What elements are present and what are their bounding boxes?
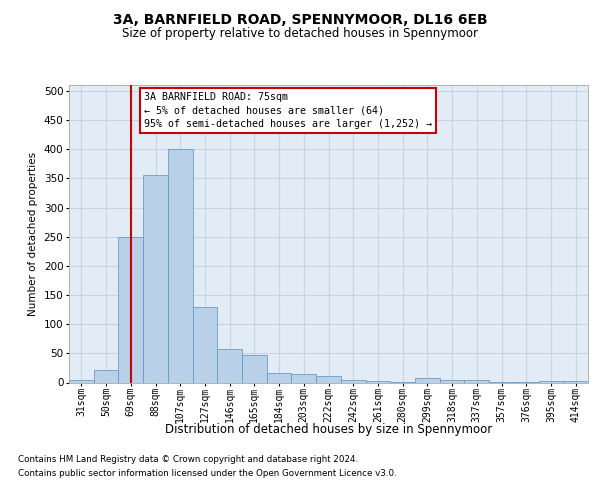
Text: Distribution of detached houses by size in Spennymoor: Distribution of detached houses by size … [165, 422, 493, 436]
Bar [563, 381, 588, 382]
Bar [267, 372, 292, 382]
Bar [464, 380, 489, 382]
Bar [168, 149, 193, 382]
Bar [69, 380, 94, 382]
Bar [341, 380, 365, 382]
Text: Size of property relative to detached houses in Spennymoor: Size of property relative to detached ho… [122, 28, 478, 40]
Bar [217, 348, 242, 382]
Bar [415, 378, 440, 382]
Bar [94, 370, 118, 382]
Bar [118, 236, 143, 382]
Text: 3A BARNFIELD ROAD: 75sqm
← 5% of detached houses are smaller (64)
95% of semi-de: 3A BARNFIELD ROAD: 75sqm ← 5% of detache… [144, 92, 432, 129]
Text: Contains HM Land Registry data © Crown copyright and database right 2024.: Contains HM Land Registry data © Crown c… [18, 455, 358, 464]
Text: Contains public sector information licensed under the Open Government Licence v3: Contains public sector information licen… [18, 468, 397, 477]
Y-axis label: Number of detached properties: Number of detached properties [28, 152, 38, 316]
Bar [316, 376, 341, 382]
Text: 3A, BARNFIELD ROAD, SPENNYMOOR, DL16 6EB: 3A, BARNFIELD ROAD, SPENNYMOOR, DL16 6EB [113, 12, 487, 26]
Bar [143, 176, 168, 382]
Bar [440, 380, 464, 382]
Bar [292, 374, 316, 382]
Bar [193, 306, 217, 382]
Bar [242, 354, 267, 382]
